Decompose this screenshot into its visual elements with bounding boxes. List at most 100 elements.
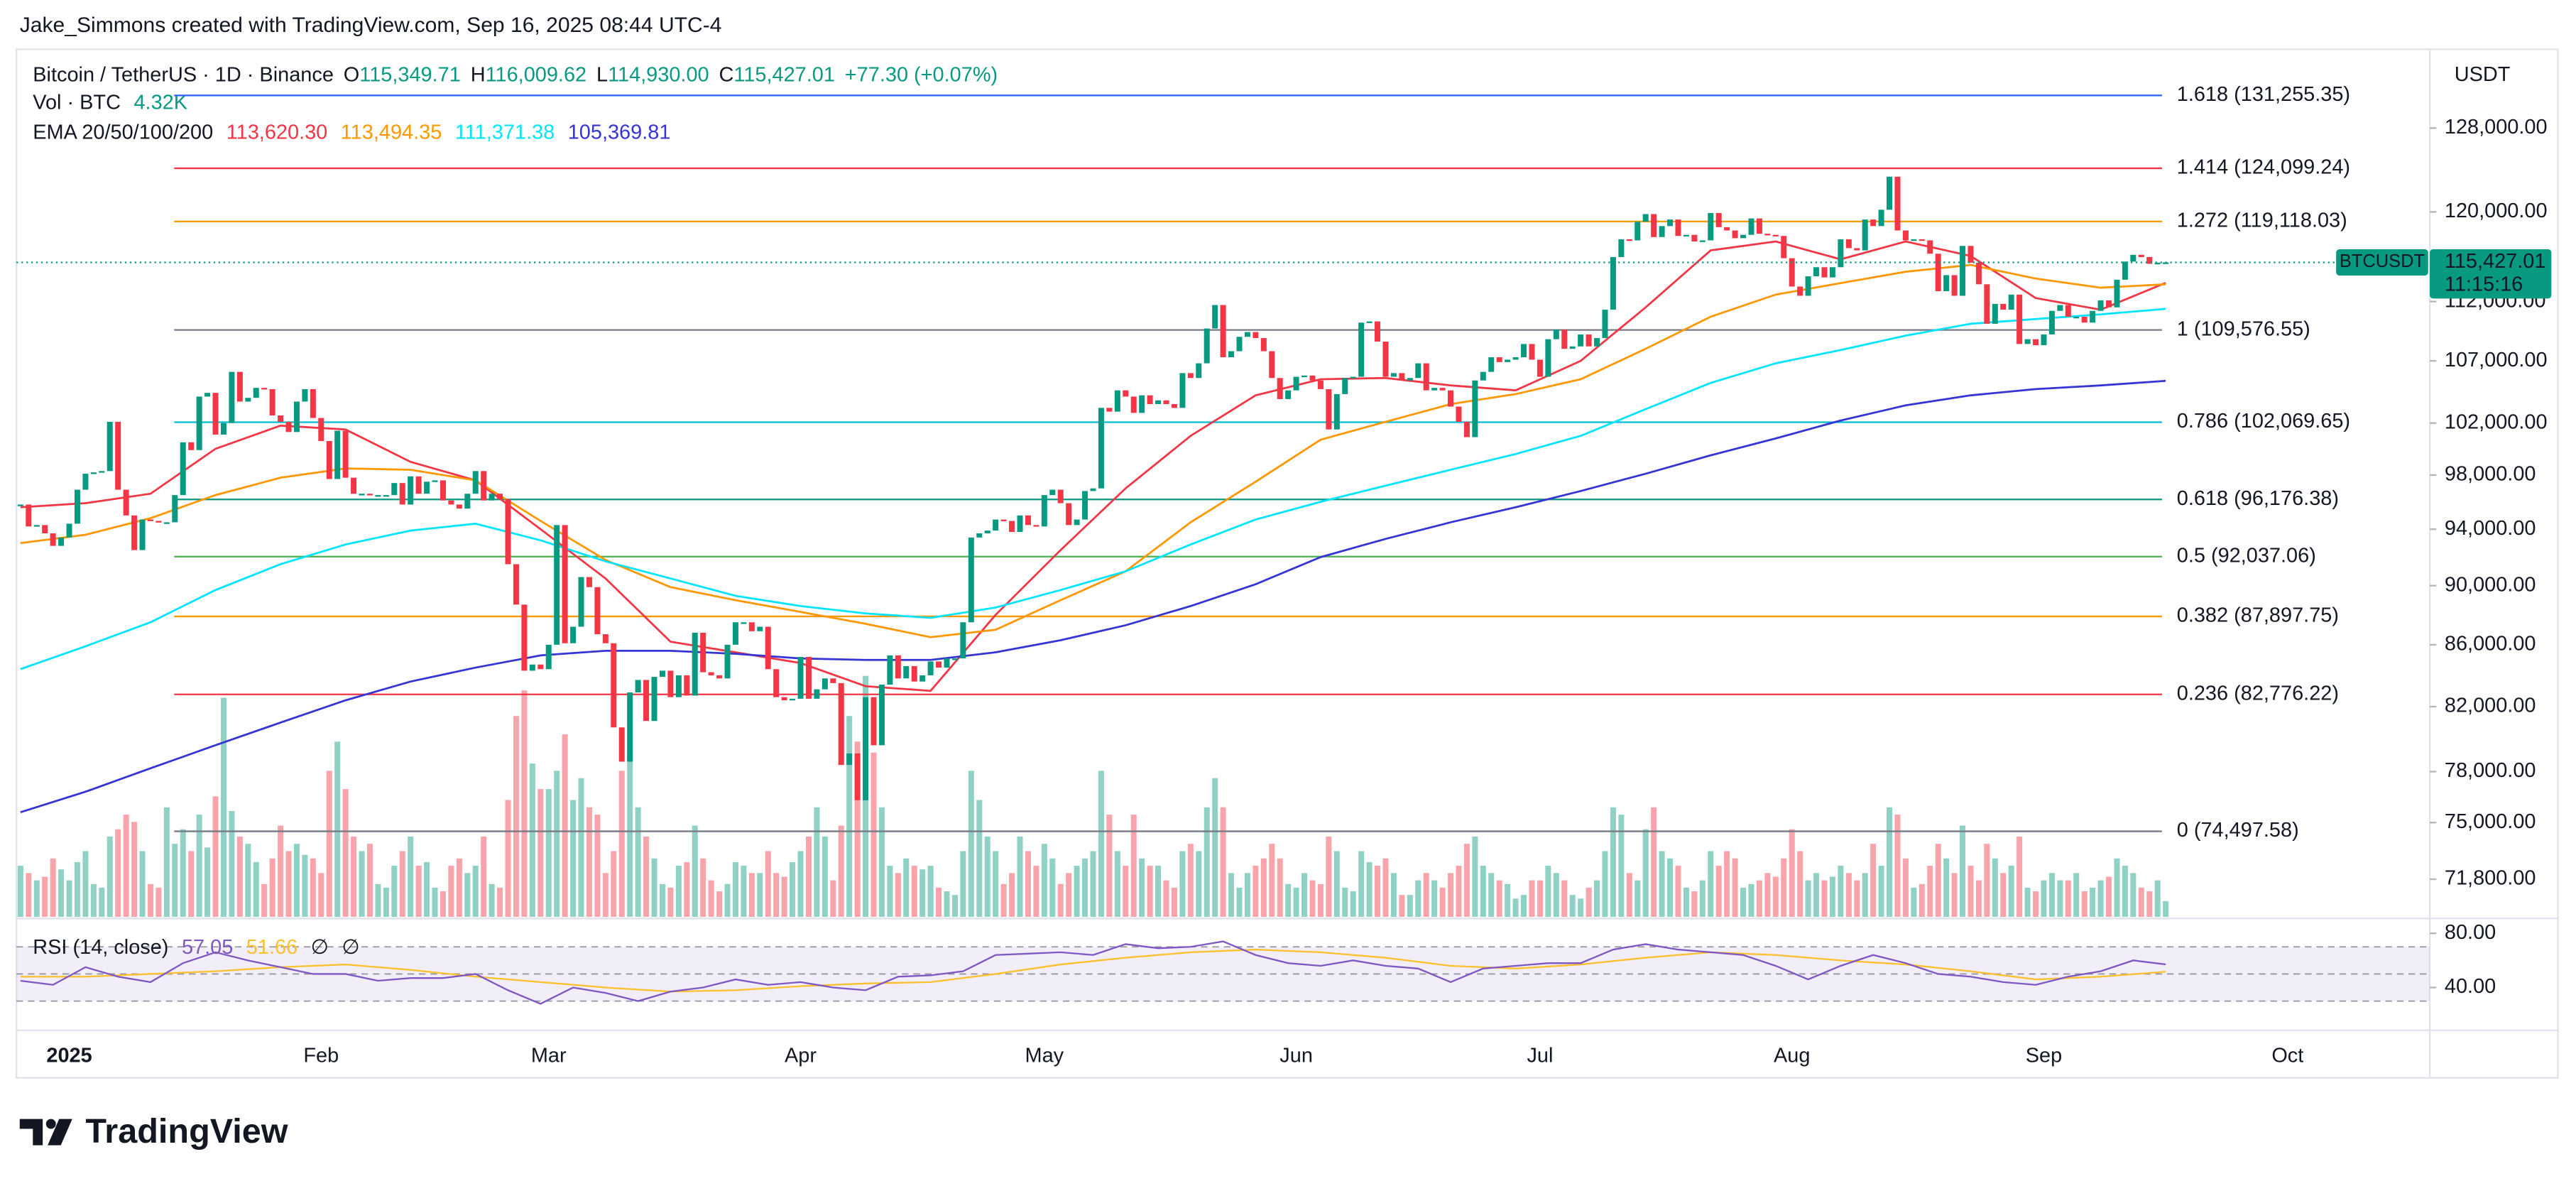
volume-bar [1984, 844, 1990, 918]
volume-bar [1041, 844, 1047, 918]
candle [2114, 279, 2120, 308]
volume-bar [302, 854, 308, 918]
y-tick-label: 78,000.00 [2445, 759, 2536, 782]
volume-bar [1049, 858, 1056, 918]
candle [887, 655, 893, 685]
volume-bar [2008, 866, 2014, 918]
candle [1659, 226, 1665, 237]
candle [854, 753, 861, 800]
volume-bar [2041, 880, 2047, 918]
price-tag-countdown: 11:15:16 [2445, 273, 2523, 296]
candle [1260, 337, 1267, 352]
volume-bar [1204, 807, 1210, 918]
candle [424, 482, 430, 494]
candle [1951, 275, 1958, 296]
fib-label: 0 (74,497.58) [2177, 819, 2299, 842]
candle [993, 519, 999, 531]
candle [2000, 303, 2007, 310]
candle [489, 494, 495, 501]
legend-title: Vol · BTC [33, 91, 121, 114]
volume-bar [1724, 851, 1730, 918]
fib-label: 1.618 (131,255.35) [2177, 83, 2350, 106]
volume-bar [830, 880, 836, 918]
candle [1212, 305, 1218, 329]
volume-bar [1431, 880, 1438, 918]
candle [1375, 321, 1381, 342]
legend-value: 116,009.62 [486, 63, 587, 86]
candle [1228, 351, 1235, 358]
x-tick-label: Jun [1279, 1044, 1313, 1067]
volume-bar [1602, 851, 1608, 918]
volume-bar [1456, 866, 1462, 918]
candle [618, 727, 625, 762]
candle [334, 430, 341, 479]
candle [1390, 373, 1397, 377]
candle [245, 398, 251, 402]
candle [1887, 176, 1893, 210]
candle [1342, 378, 1348, 394]
candle [903, 665, 910, 679]
volume-bar [2016, 836, 2023, 918]
candle [1838, 239, 1844, 268]
volume-bar [1919, 883, 1925, 918]
volume-bar [911, 866, 917, 918]
candle [2097, 300, 2104, 311]
volume-bar [1301, 873, 1308, 918]
candle [1732, 230, 1738, 239]
candle [700, 632, 706, 673]
candle [1472, 380, 1478, 437]
volume-bar [1163, 880, 1169, 918]
legend-change: +77.30 (+0.07%) [845, 63, 998, 86]
volume-bar [253, 861, 259, 918]
symbol-tag-text: BTCUSDT [2340, 251, 2425, 271]
volume-bar [1496, 880, 1502, 918]
volume-bar [773, 873, 780, 918]
volume-bar [611, 851, 617, 918]
candle [1171, 404, 1177, 408]
volume-bar [2081, 891, 2087, 918]
volume-bar [472, 866, 479, 918]
candle [212, 393, 219, 435]
volume-bar [2090, 887, 2096, 918]
volume-bar [1244, 873, 1250, 918]
fib-label: 0.236 (82,776.22) [2177, 682, 2339, 704]
volume-bar [1130, 815, 1137, 918]
fib-label: 0.5 (92,037.06) [2177, 544, 2316, 567]
candle [1496, 357, 1502, 362]
volume-bar [107, 836, 113, 918]
candle [805, 656, 812, 699]
volume-bar [17, 866, 23, 918]
candle [472, 471, 479, 494]
candle [366, 494, 373, 496]
volume-bar [1805, 880, 1811, 918]
volume-bar [1960, 825, 1966, 918]
candle [2057, 305, 2063, 311]
volume-bar [2130, 873, 2136, 918]
volume-bar [1106, 815, 1113, 918]
candle [1358, 322, 1365, 377]
volume-bar [497, 887, 503, 918]
candle [1740, 234, 1747, 239]
volume-bar [1439, 887, 1446, 918]
logo-icon [19, 1119, 43, 1146]
volume-bar [1350, 891, 1356, 918]
candle [732, 622, 738, 645]
candle [1309, 375, 1316, 381]
volume-bar [1415, 880, 1421, 918]
candle [684, 675, 690, 696]
volume-bar [1317, 883, 1324, 918]
candle [611, 643, 617, 728]
volume-bar [285, 851, 292, 918]
candle [42, 525, 48, 533]
candle [1781, 236, 1787, 259]
candle [692, 632, 698, 696]
candle [1326, 388, 1332, 430]
candle [1252, 332, 1259, 338]
candle [1033, 525, 1039, 527]
candle [1821, 267, 1828, 278]
candle [741, 622, 747, 624]
volume-bar [408, 836, 414, 918]
volume-bar [293, 844, 300, 918]
volume-bar [716, 891, 723, 918]
volume-bar [351, 836, 357, 918]
